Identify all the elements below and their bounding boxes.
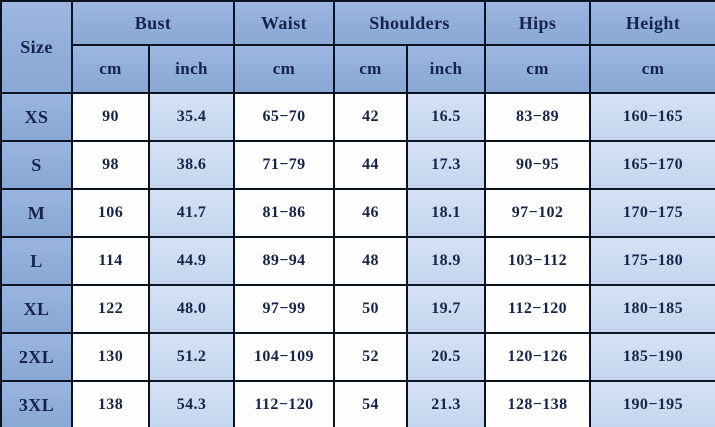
header-shoulders: Shoulders (332, 0, 487, 46)
cell-shoulders-inch: 17.3 (405, 140, 487, 190)
row-xl: XL 122 48.0 97−99 50 19.7 112−120 180−18… (0, 284, 715, 334)
size-label: S (0, 140, 73, 190)
cell-shoulders-cm: 50 (333, 284, 408, 334)
cell-hips-cm: 112−120 (484, 284, 592, 334)
cell-bust-inch: 48.0 (148, 284, 235, 334)
cell-height-cm: 160−165 (589, 92, 715, 142)
cell-waist-cm: 112−120 (233, 380, 335, 427)
cell-hips-cm: 90−95 (484, 140, 592, 190)
cell-shoulders-inch: 18.9 (405, 236, 487, 286)
size-label: XS (0, 92, 73, 142)
cell-waist-cm: 89−94 (233, 236, 335, 286)
unit-height-cm: cm (589, 44, 715, 94)
cell-bust-inch: 38.6 (148, 140, 235, 190)
cell-waist-cm: 97−99 (233, 284, 335, 334)
cell-hips-cm: 128−138 (484, 380, 592, 427)
cell-shoulders-cm: 48 (333, 236, 408, 286)
size-label: 2XL (0, 332, 73, 382)
cell-shoulders-cm: 44 (333, 140, 408, 190)
size-label: L (0, 236, 73, 286)
cell-bust-cm: 138 (71, 380, 150, 427)
cell-shoulders-cm: 46 (333, 188, 408, 238)
cell-shoulders-cm: 52 (333, 332, 408, 382)
cell-shoulders-cm: 42 (333, 92, 408, 142)
unit-bust-inch: inch (148, 44, 235, 94)
unit-shoulders-inch: inch (405, 44, 487, 94)
cell-shoulders-inch: 16.5 (405, 92, 487, 142)
cell-bust-cm: 90 (71, 92, 150, 142)
cell-shoulders-inch: 19.7 (405, 284, 487, 334)
cell-height-cm: 180−185 (589, 284, 715, 334)
cell-hips-cm: 97−102 (484, 188, 592, 238)
row-xs: XS 90 35.4 65−70 42 16.5 83−89 160−165 (0, 92, 715, 142)
cell-bust-cm: 98 (71, 140, 150, 190)
cell-height-cm: 175−180 (589, 236, 715, 286)
cell-bust-inch: 44.9 (148, 236, 235, 286)
cell-waist-cm: 71−79 (233, 140, 335, 190)
cell-bust-cm: 114 (71, 236, 150, 286)
cell-bust-cm: 130 (71, 332, 150, 382)
cell-height-cm: 170−175 (589, 188, 715, 238)
size-label: 3XL (0, 380, 73, 427)
cell-shoulders-cm: 54 (333, 380, 408, 427)
cell-bust-inch: 54.3 (148, 380, 235, 427)
cell-shoulders-inch: 20.5 (405, 332, 487, 382)
cell-waist-cm: 65−70 (233, 92, 335, 142)
row-2xl: 2XL 130 51.2 104−109 52 20.5 120−126 185… (0, 332, 715, 382)
header-bust: Bust (71, 0, 235, 46)
unit-shoulders-cm: cm (333, 44, 408, 94)
cell-shoulders-inch: 18.1 (405, 188, 487, 238)
header-hips: Hips (484, 0, 592, 46)
cell-bust-inch: 51.2 (148, 332, 235, 382)
cell-waist-cm: 104−109 (233, 332, 335, 382)
header-waist: Waist (233, 0, 335, 46)
header-group-row: Size Bust Waist Shoulders Hips Height (0, 0, 715, 94)
unit-bust-cm: cm (71, 44, 150, 94)
cell-bust-cm: 106 (71, 188, 150, 238)
cell-height-cm: 185−190 (589, 332, 715, 382)
unit-waist-cm: cm (233, 44, 335, 94)
cell-height-cm: 190−195 (589, 380, 715, 427)
cell-bust-inch: 41.7 (148, 188, 235, 238)
row-s: S 98 38.6 71−79 44 17.3 90−95 165−170 (0, 140, 715, 190)
size-label: M (0, 188, 73, 238)
header-size: Size (0, 0, 73, 94)
cell-height-cm: 165−170 (589, 140, 715, 190)
row-m: M 106 41.7 81−86 46 18.1 97−102 170−175 (0, 188, 715, 238)
cell-waist-cm: 81−86 (233, 188, 335, 238)
cell-hips-cm: 120−126 (484, 332, 592, 382)
row-l: L 114 44.9 89−94 48 18.9 103−112 175−180 (0, 236, 715, 286)
cell-bust-inch: 35.4 (148, 92, 235, 142)
cell-hips-cm: 103−112 (484, 236, 592, 286)
header-height: Height (589, 0, 715, 46)
unit-hips-cm: cm (484, 44, 592, 94)
cell-bust-cm: 122 (71, 284, 150, 334)
cell-hips-cm: 83−89 (484, 92, 592, 142)
row-3xl: 3XL 138 54.3 112−120 54 21.3 128−138 190… (0, 380, 715, 427)
cell-shoulders-inch: 21.3 (405, 380, 487, 427)
size-label: XL (0, 284, 73, 334)
unit-row: cm inch cm cm inch cm cm (1, 44, 715, 94)
